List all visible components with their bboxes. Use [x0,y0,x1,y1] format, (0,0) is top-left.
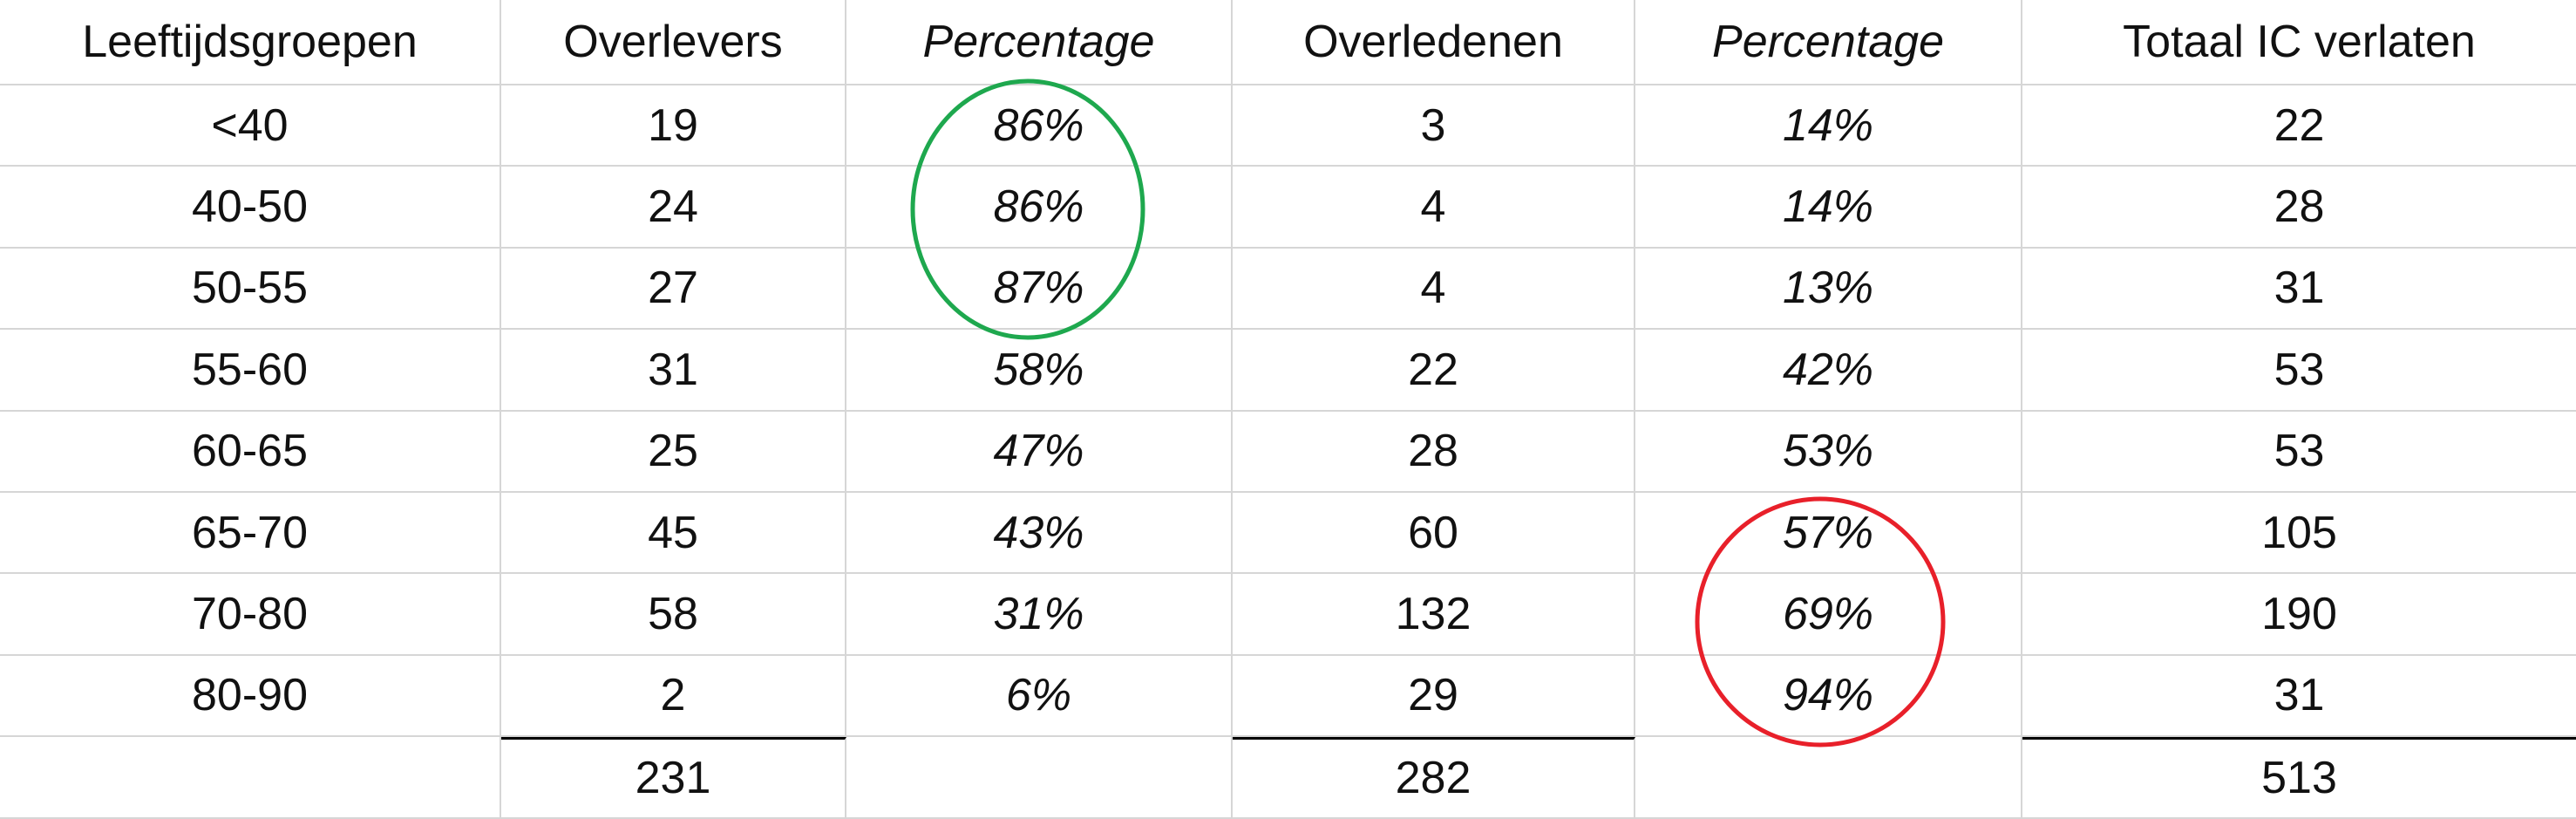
data-cell: 14% [1635,167,2022,249]
data-cell: 80-90 [0,655,501,738]
data-cell: 53 [2022,412,2576,493]
data-cell: 31 [501,330,846,412]
data-cell: 31% [846,574,1233,656]
data-cell: 22 [1233,330,1635,412]
header-cell: Percentage [846,0,1233,85]
data-cell: 53 [2022,330,2576,412]
data-cell: 60-65 [0,411,501,493]
total-cell: 282 [1233,737,1635,819]
data-cell: 28 [2022,167,2576,249]
data-cell: 4 [1233,248,1635,331]
data-cell: 132 [1233,574,1635,656]
data-cell: 70-80 [0,574,501,656]
data-cell: 13% [1635,248,2022,331]
data-cell: 58 [501,574,846,656]
empty-cell [0,737,501,819]
data-cell: 94% [1635,655,2022,738]
data-cell: 60 [1233,493,1635,575]
header-cell: Percentage [1635,0,2022,85]
data-cell: 31 [2022,249,2576,331]
data-cell: 3 [1233,85,1635,167]
data-cell: 58% [846,330,1233,412]
total-cell: 231 [501,737,846,819]
empty-cell [1635,737,2022,819]
data-cell: 29 [1233,655,1635,738]
data-cell: 27 [501,248,846,331]
data-cell: 4 [1233,167,1635,249]
data-cell: 53% [1635,411,2022,493]
header-cell: Totaal IC verlaten [2022,0,2576,85]
data-cell: 57% [1635,493,2022,575]
data-cell: 87% [846,248,1233,331]
data-cell: 14% [1635,85,2022,167]
data-cell: 31 [2022,656,2576,738]
empty-cell [846,737,1233,819]
data-cell: 19 [501,85,846,167]
data-cell: 28 [1233,411,1635,493]
data-cell: 86% [846,85,1233,167]
data-cell: <40 [0,85,501,167]
data-cell: 45 [501,493,846,575]
data-cell: 43% [846,493,1233,575]
total-cell: 513 [2022,737,2576,819]
header-cell: Overledenen [1233,0,1635,85]
data-cell: 50-55 [0,248,501,331]
data-cell: 86% [846,167,1233,249]
data-cell: 65-70 [0,493,501,575]
data-cell: 42% [1635,330,2022,412]
data-cell: 190 [2022,574,2576,656]
header-cell: Overlevers [501,0,846,85]
data-cell: 2 [501,655,846,738]
data-cell: 105 [2022,493,2576,575]
data-cell: 55-60 [0,330,501,412]
data-cell: 24 [501,167,846,249]
data-cell: 40-50 [0,167,501,249]
data-cell: 47% [846,411,1233,493]
data-cell: 25 [501,411,846,493]
data-cell: 22 [2022,85,2576,167]
data-cell: 69% [1635,574,2022,656]
data-cell: 6% [846,655,1233,738]
header-cell: Leeftijdsgroepen [0,0,501,85]
